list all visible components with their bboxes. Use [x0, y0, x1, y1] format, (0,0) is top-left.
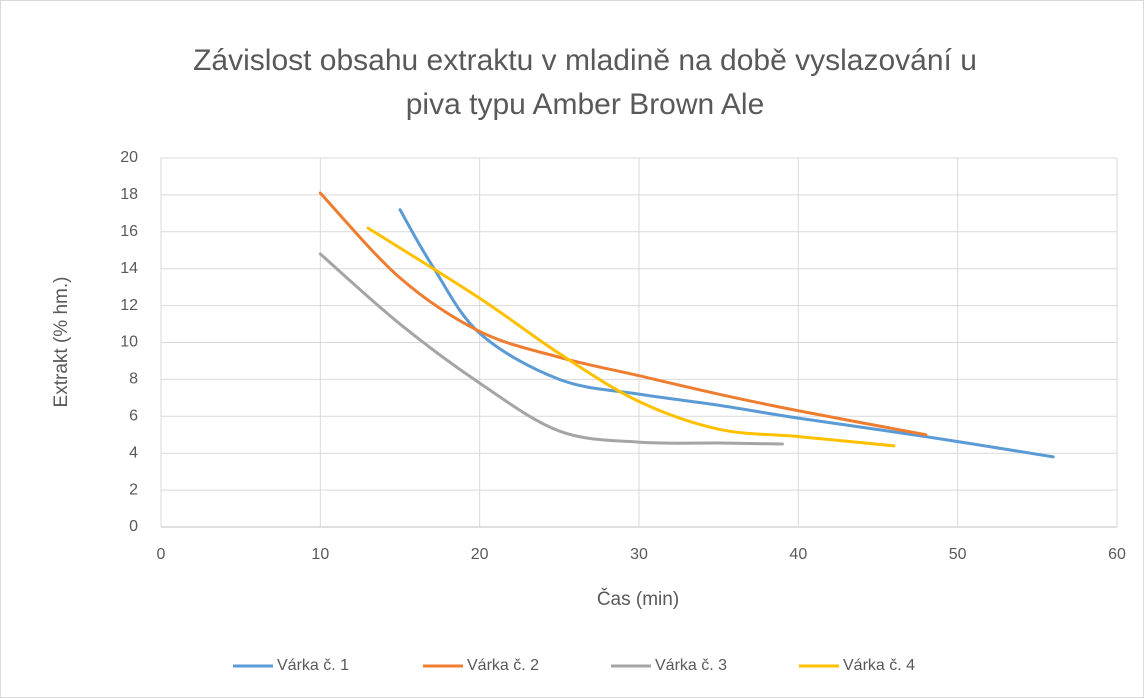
legend-label: Várka č. 2	[467, 657, 539, 674]
x-tick-label: 30	[630, 546, 648, 563]
y-tick-label: 2	[129, 481, 138, 498]
y-axis-title: Extrakt (% hm.)	[51, 277, 72, 408]
x-tick-label: 0	[157, 546, 166, 563]
x-tick-label: 40	[789, 546, 807, 563]
y-tick-label: 18	[120, 186, 138, 203]
series-line	[366, 226, 896, 448]
y-tick-label: 4	[129, 444, 138, 461]
x-tick-label: 60	[1108, 546, 1126, 563]
y-tick-label: 12	[120, 297, 138, 314]
series-line	[398, 208, 1055, 459]
legend-label: Várka č. 3	[655, 657, 727, 674]
x-tick-label: 20	[471, 546, 489, 563]
y-tick-label: 14	[120, 260, 138, 277]
chart-title: Závislost obsahu extraktu v mladině na d…	[193, 44, 977, 77]
chart-title: piva typu Amber Brown Ale	[406, 88, 765, 121]
y-tick-label: 16	[120, 223, 138, 240]
legend-label: Várka č. 4	[843, 657, 915, 674]
y-tick-label: 8	[129, 371, 138, 388]
x-tick-label: 50	[949, 546, 967, 563]
y-tick-label: 6	[129, 408, 138, 425]
series-line	[318, 252, 784, 446]
series-line	[318, 191, 928, 437]
y-tick-label: 10	[120, 334, 138, 351]
x-tick-label: 10	[311, 546, 329, 563]
legend-label: Várka č. 1	[277, 657, 349, 674]
y-tick-label: 20	[120, 149, 138, 166]
x-axis-title: Čas (min)	[597, 588, 679, 610]
y-tick-label: 0	[129, 518, 138, 535]
